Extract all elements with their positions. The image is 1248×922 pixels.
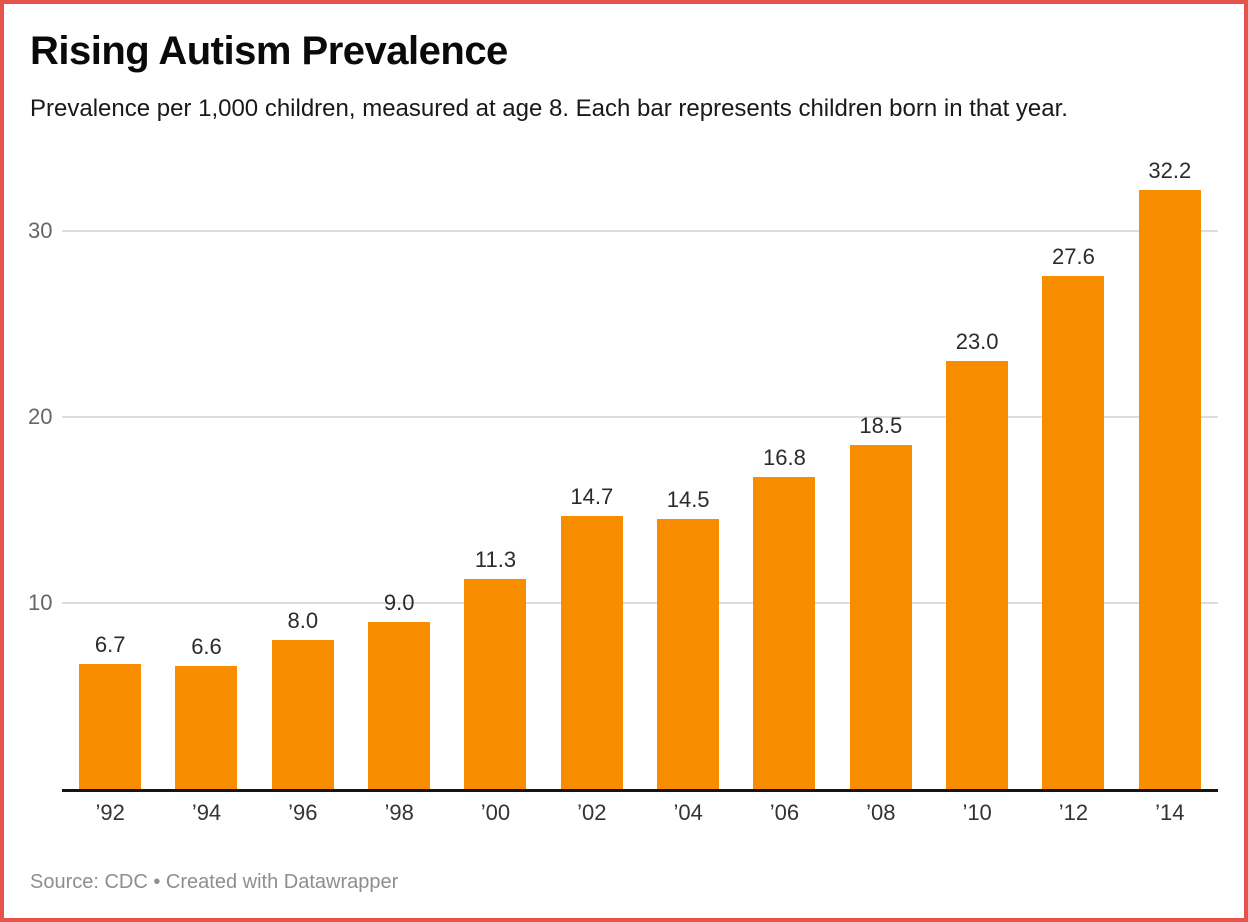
plot-area: 10 20 30 6.7 6.6 8.0 9.0 11.3 14.7 14.5 16.8 18.5 23…	[28, 144, 1218, 792]
bar[interactable]	[849, 445, 912, 789]
x-tick-label: ’10	[962, 800, 992, 825]
bar-value-label: 6.6	[191, 634, 222, 660]
x-tick-label: ’94	[191, 800, 222, 825]
bar-value-label: 9.0	[383, 589, 415, 615]
bar-slot: 11.3	[447, 144, 543, 789]
x-axis-labels: ’92 ’94 ’96 ’98 ’00 ’02 ’04 ’06 ’08 ’10 ’12 ’14	[62, 792, 1218, 826]
bar-slot: 14.7	[544, 144, 640, 789]
bar-slot: 23.0	[929, 144, 1025, 789]
bar[interactable]	[368, 621, 431, 789]
bar-slot: 6.7	[62, 144, 158, 789]
bar[interactable]	[1042, 275, 1105, 789]
bar[interactable]	[946, 361, 1009, 789]
bar-slot: 16.8	[736, 144, 832, 789]
bar[interactable]	[79, 664, 142, 789]
gridline	[62, 602, 1218, 605]
bar-value-label: 6.7	[94, 632, 126, 658]
bar-slot: 6.6	[158, 144, 254, 789]
chart-title: Rising Autism Prevalence	[30, 29, 508, 73]
bar-slot: 32.2	[1122, 144, 1218, 789]
bar-value-label: 11.3	[474, 546, 517, 572]
bar-chart: 10 20 30 6.7 6.6 8.0 9.0 11.3 14.7 14.5 16.8 18.5 23…	[28, 144, 1218, 826]
bar-slot: 18.5	[833, 144, 929, 789]
bar-value-label: 32.2	[1148, 158, 1192, 184]
x-tick-label: ’12	[1058, 800, 1089, 825]
bar-value-label: 16.8	[763, 444, 806, 470]
y-tick-label: 20	[28, 404, 53, 430]
bar[interactable]	[560, 515, 623, 789]
gridline	[62, 230, 1218, 233]
bar-value-label: 18.5	[859, 413, 903, 439]
gridline	[62, 416, 1218, 419]
x-tick-label: ’02	[577, 800, 607, 825]
bar[interactable]	[175, 666, 238, 789]
source-note: Source: CDC • Created with Datawrapper	[30, 871, 399, 893]
bar[interactable]	[753, 476, 816, 789]
bar[interactable]	[271, 640, 334, 789]
x-tick-label: ’04	[673, 800, 703, 825]
bar-slot: 9.0	[351, 144, 447, 789]
bar-value-label: 14.5	[666, 487, 710, 513]
bar-slot: 27.6	[1025, 144, 1121, 789]
chart-subtitle: Prevalence per 1,000 children, measured …	[30, 95, 1068, 122]
bar-value-label: 27.6	[1052, 243, 1095, 269]
y-tick-label: 30	[28, 218, 53, 244]
bar-value-label: 23.0	[955, 329, 999, 355]
y-tick-label: 10	[28, 590, 53, 616]
bar-slot: 14.5	[640, 144, 736, 789]
x-tick-label: ’00	[480, 800, 511, 825]
x-tick-label: ’06	[769, 800, 800, 825]
x-tick-label: ’08	[866, 800, 896, 825]
x-tick-label: ’14	[1155, 800, 1185, 825]
x-tick-label: ’98	[384, 800, 414, 825]
bar-value-label: 8.0	[287, 608, 319, 634]
x-tick-label: ’96	[288, 800, 318, 825]
bar[interactable]	[1138, 190, 1201, 789]
bar[interactable]	[464, 578, 527, 789]
bar-slot: 8.0	[255, 144, 351, 789]
bar[interactable]	[657, 519, 720, 789]
x-tick-label: ’92	[95, 800, 125, 825]
bar-value-label: 14.7	[570, 483, 614, 509]
